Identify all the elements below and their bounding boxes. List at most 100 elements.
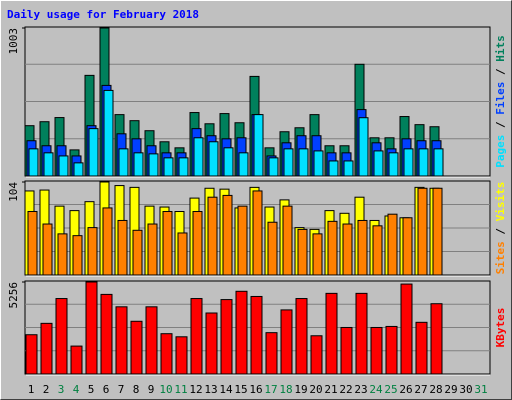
bar bbox=[418, 148, 429, 177]
bar bbox=[268, 157, 279, 177]
bar bbox=[265, 332, 278, 375]
bar bbox=[42, 223, 53, 276]
bar bbox=[430, 303, 443, 375]
x-tick-label: 10 bbox=[159, 383, 172, 396]
bar bbox=[118, 148, 129, 177]
bar bbox=[28, 148, 39, 177]
bar bbox=[115, 306, 128, 375]
bar bbox=[220, 299, 233, 375]
bar bbox=[280, 309, 293, 375]
bar bbox=[387, 213, 398, 276]
bar bbox=[400, 283, 413, 375]
bar bbox=[372, 225, 383, 276]
bar bbox=[85, 281, 98, 375]
x-tick-label: 23 bbox=[354, 383, 367, 396]
bar bbox=[297, 228, 308, 276]
bar bbox=[88, 128, 99, 177]
legend: Pages / Files / Hits bbox=[494, 35, 507, 168]
bar bbox=[343, 160, 354, 177]
bar bbox=[432, 187, 443, 276]
bar bbox=[312, 233, 323, 276]
bar bbox=[132, 229, 143, 276]
bar bbox=[102, 207, 113, 276]
y-tick-label: 1003 bbox=[7, 28, 20, 55]
bar bbox=[130, 320, 143, 375]
bar bbox=[103, 89, 114, 177]
x-tick-label: 7 bbox=[118, 383, 125, 396]
bar bbox=[267, 221, 278, 276]
bar bbox=[358, 117, 369, 177]
x-tick-label: 22 bbox=[339, 383, 352, 396]
bar bbox=[282, 205, 293, 276]
bar bbox=[162, 211, 173, 276]
bar bbox=[313, 150, 324, 177]
x-tick-label: 4 bbox=[73, 383, 80, 396]
x-tick-label: 11 bbox=[174, 383, 187, 396]
bar bbox=[117, 219, 128, 276]
x-tick-label: 18 bbox=[279, 383, 292, 396]
legend-separator: / bbox=[494, 115, 507, 135]
bar bbox=[87, 227, 98, 276]
bar bbox=[373, 150, 384, 177]
bar bbox=[163, 157, 174, 177]
bar bbox=[27, 211, 38, 276]
x-tick-label: 9 bbox=[148, 383, 155, 396]
legend-entry: Sites bbox=[494, 241, 507, 274]
bar bbox=[385, 325, 398, 375]
bar bbox=[223, 147, 234, 177]
x-tick-label: 24 bbox=[369, 383, 383, 396]
bar bbox=[222, 194, 233, 276]
legend-entry: KBytes bbox=[494, 308, 507, 348]
legend-entry: Files bbox=[494, 82, 507, 115]
bar bbox=[72, 235, 83, 276]
bar bbox=[283, 148, 294, 177]
bar bbox=[178, 157, 189, 177]
bar bbox=[160, 333, 173, 375]
legend-separator: / bbox=[494, 62, 507, 82]
bar bbox=[327, 220, 338, 276]
bar bbox=[433, 148, 444, 177]
legend-separator: / bbox=[494, 221, 507, 241]
x-tick-label: 25 bbox=[384, 383, 397, 396]
bar bbox=[205, 312, 218, 375]
bar bbox=[193, 137, 204, 177]
x-tick-label: 2 bbox=[43, 383, 50, 396]
bar bbox=[298, 148, 309, 177]
bar bbox=[148, 153, 159, 177]
bar bbox=[43, 152, 54, 177]
bar bbox=[355, 292, 368, 375]
bar bbox=[208, 141, 219, 177]
bar bbox=[253, 114, 264, 177]
bar bbox=[295, 298, 308, 375]
bar bbox=[342, 223, 353, 276]
x-tick-label: 27 bbox=[414, 383, 427, 396]
bar bbox=[403, 148, 414, 177]
bar bbox=[340, 326, 353, 375]
bar bbox=[192, 211, 203, 276]
bar bbox=[310, 335, 323, 375]
bar bbox=[58, 155, 69, 177]
bar bbox=[100, 293, 113, 375]
bar bbox=[190, 298, 203, 375]
bar bbox=[133, 152, 144, 177]
legend-entry: Pages bbox=[494, 135, 507, 168]
x-tick-label: 3 bbox=[58, 383, 65, 396]
bar bbox=[175, 336, 188, 375]
x-tick-label: 12 bbox=[189, 383, 202, 396]
bar bbox=[57, 233, 68, 276]
x-tick-label: 17 bbox=[264, 383, 277, 396]
x-tick-label: 31 bbox=[474, 383, 487, 396]
bar bbox=[73, 162, 84, 177]
x-tick-label: 5 bbox=[88, 383, 95, 396]
bar bbox=[328, 160, 339, 177]
bar bbox=[357, 219, 368, 276]
bar bbox=[70, 345, 83, 375]
chart-title: Daily usage for February 2018 bbox=[7, 8, 199, 21]
bar bbox=[207, 196, 218, 276]
x-tick-label: 13 bbox=[204, 383, 217, 396]
x-tick-label: 30 bbox=[459, 383, 472, 396]
x-tick-label: 19 bbox=[294, 383, 307, 396]
x-tick-label: 1 bbox=[28, 383, 35, 396]
